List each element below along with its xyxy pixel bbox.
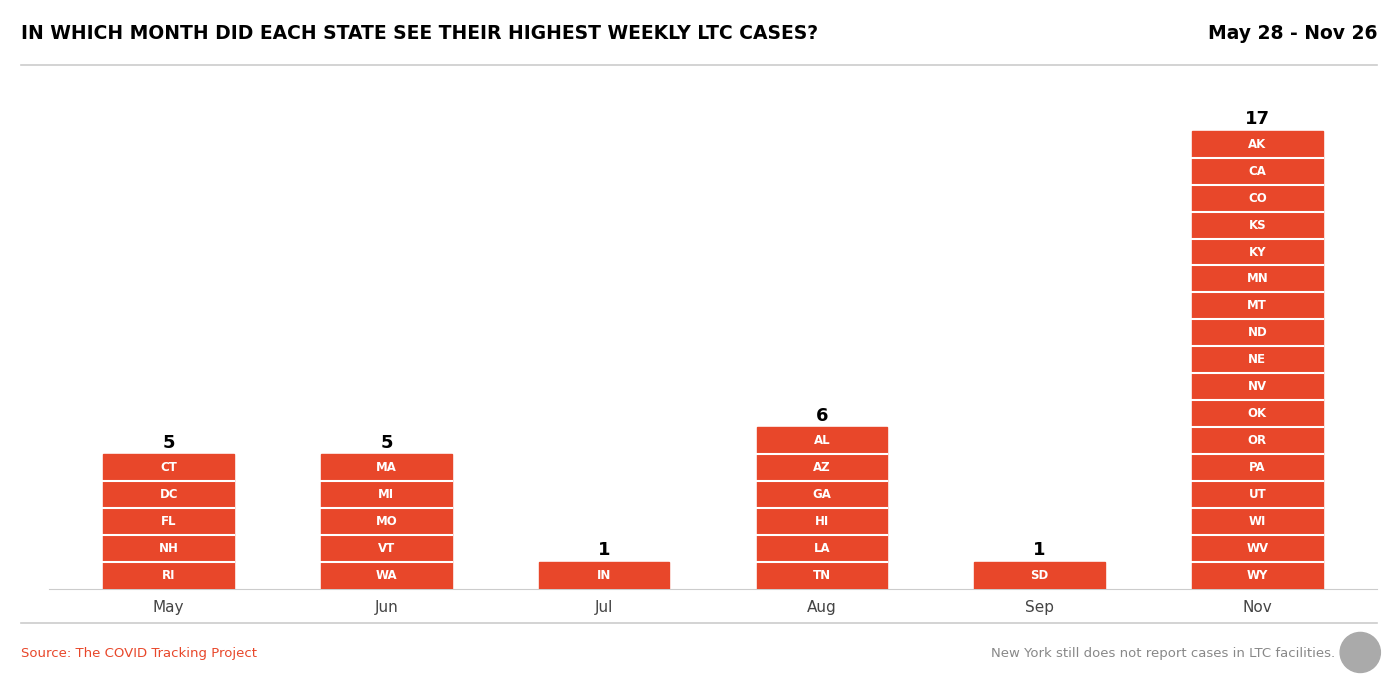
- Bar: [103, 454, 233, 589]
- Text: MT: MT: [1247, 299, 1267, 312]
- Text: WY: WY: [1247, 569, 1268, 582]
- Text: VT: VT: [377, 542, 396, 555]
- Text: WV: WV: [1246, 542, 1268, 555]
- Text: LA: LA: [814, 542, 830, 555]
- Text: CA: CA: [1248, 164, 1267, 177]
- Text: UT: UT: [1248, 488, 1267, 501]
- Text: Source: The COVID Tracking Project: Source: The COVID Tracking Project: [21, 647, 257, 660]
- Text: MI: MI: [379, 488, 394, 501]
- Text: TN: TN: [812, 569, 830, 582]
- Text: 17: 17: [1244, 110, 1269, 128]
- Text: AK: AK: [1248, 138, 1267, 151]
- Text: AZ: AZ: [814, 461, 830, 474]
- Bar: [974, 562, 1104, 589]
- Text: SD: SD: [1030, 569, 1048, 582]
- Bar: [538, 562, 670, 589]
- Circle shape: [1341, 632, 1380, 673]
- Text: AL: AL: [814, 434, 830, 447]
- Text: OK: OK: [1248, 408, 1267, 421]
- Text: NV: NV: [1248, 380, 1267, 393]
- Text: 5: 5: [162, 434, 175, 451]
- Text: OR: OR: [1248, 434, 1267, 447]
- Text: 1: 1: [598, 541, 611, 560]
- Text: DC: DC: [159, 488, 178, 501]
- Text: 1: 1: [1033, 541, 1046, 560]
- Bar: [756, 427, 888, 589]
- Text: RI: RI: [162, 569, 175, 582]
- Bar: [1192, 131, 1323, 589]
- Text: MN: MN: [1247, 273, 1268, 286]
- Text: ND: ND: [1247, 327, 1267, 339]
- Text: KY: KY: [1248, 245, 1267, 258]
- Text: CO: CO: [1248, 192, 1267, 205]
- Text: IN: IN: [597, 569, 611, 582]
- Text: 5: 5: [380, 434, 393, 451]
- Text: 6: 6: [815, 407, 828, 425]
- Text: HI: HI: [815, 515, 829, 528]
- Text: WI: WI: [1248, 515, 1267, 528]
- Text: MO: MO: [376, 515, 397, 528]
- Text: MA: MA: [376, 461, 397, 474]
- Text: PA: PA: [1248, 461, 1265, 474]
- Text: NH: NH: [159, 542, 179, 555]
- Text: WA: WA: [376, 569, 397, 582]
- Text: New York still does not report cases in LTC facilities.: New York still does not report cases in …: [991, 647, 1335, 660]
- Text: KS: KS: [1248, 219, 1267, 232]
- Text: NE: NE: [1248, 353, 1267, 366]
- Bar: [322, 454, 452, 589]
- Text: FL: FL: [161, 515, 176, 528]
- Text: GA: GA: [812, 488, 832, 501]
- Text: May 28 - Nov 26: May 28 - Nov 26: [1208, 24, 1377, 43]
- Text: IN WHICH MONTH DID EACH STATE SEE THEIR HIGHEST WEEKLY LTC CASES?: IN WHICH MONTH DID EACH STATE SEE THEIR …: [21, 24, 818, 43]
- Text: CT: CT: [161, 461, 178, 474]
